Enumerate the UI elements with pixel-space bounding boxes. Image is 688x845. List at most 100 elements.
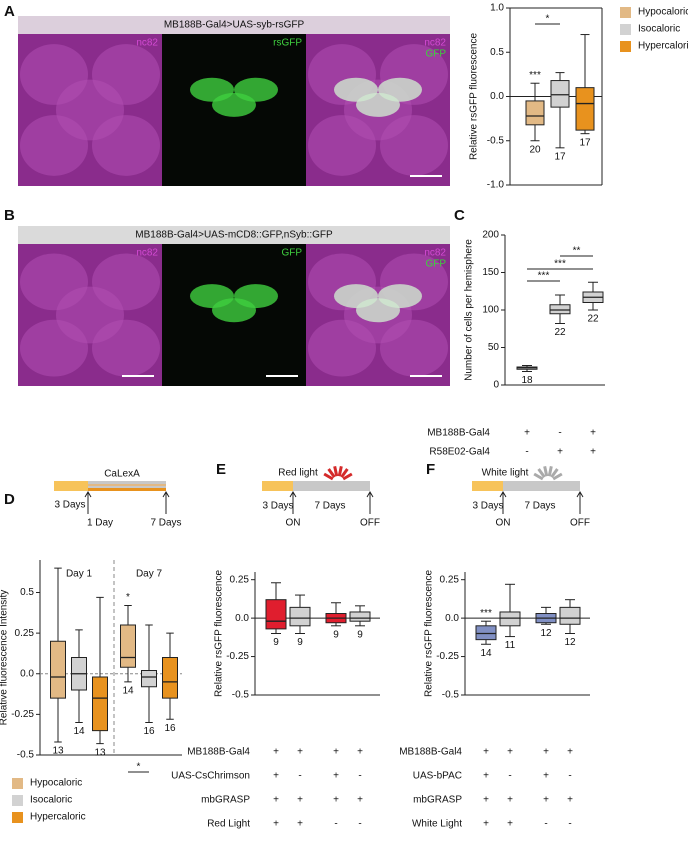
group-label: Day 7 [136,569,163,580]
genotype-label: Red Light [207,819,250,830]
genotype-sign: + [297,747,303,758]
n-label: 9 [297,637,303,648]
legend-label: Hypocaloric [638,7,688,18]
schematic-mark: 7 Days [150,518,181,529]
timeline-stripe [88,488,166,491]
genotype-label: White Light [412,819,462,830]
genotype-sign: + [483,819,489,830]
genotype-sign: + [357,795,363,806]
box [549,304,571,315]
genotype-sign: - [558,428,561,439]
timeline-pre [54,481,88,491]
genotype-sign: + [273,819,279,830]
legend-label: Hypercaloric [638,41,688,52]
genotype-sign: + [297,819,303,830]
y-tick-label: -0.25 [11,709,34,720]
n-label: 14 [73,726,85,737]
panel-letter: C [454,207,465,224]
banner-text: MB188B-Gal4>UAS-syb-rsGFP [164,20,305,31]
bracket-label: *** [554,259,566,270]
y-tick-label: -0.5 [442,690,460,701]
arrow-head [162,491,170,498]
n-label: 13 [52,746,64,757]
y-tick-label: 1.0 [490,3,504,14]
y-tick-label: 0.25 [230,574,250,585]
box [525,100,545,126]
box [265,599,287,630]
light-ray [340,468,349,479]
n-label: 14 [480,648,492,659]
schematic-mark: ON [496,518,511,529]
n-label: 9 [357,629,363,640]
light-ray [337,466,343,477]
bracket-label: ** [573,246,581,257]
timeline-pre [262,481,293,491]
y-tick-label: 0.0 [235,613,249,624]
y-axis-label: Relative rsGFP fluorescence [214,570,225,698]
group-label: Day 1 [66,569,93,580]
arrow-head [499,491,507,498]
genotype-sign: + [567,747,573,758]
banner-text: MB188B-Gal4>UAS-mCD8::GFP,nSyb::GFP [135,230,333,241]
light-ray [550,468,559,479]
y-tick-label: -0.5 [232,690,250,701]
timeline-main [503,481,580,491]
n-label: 11 [505,640,516,651]
light-ray [552,472,563,481]
panel-letter: B [4,207,15,224]
genotype-sign: + [543,747,549,758]
schematic-mark: OFF [570,518,590,529]
y-tick-label: 100 [482,305,499,316]
genotype-sign: + [333,747,339,758]
y-tick-label: 200 [482,230,499,241]
bracket-label: *** [538,271,550,282]
schematic-mark: 3 Days [472,501,503,512]
legend-swatch [620,24,631,35]
legend-swatch [12,795,23,806]
legend-swatch [12,778,23,789]
box [499,611,521,627]
n-label: 14 [122,686,134,697]
genotype-sign: + [273,795,279,806]
y-tick-label: 0.25 [15,628,35,639]
genotype-sign: + [590,428,596,439]
genotype-sign: - [544,819,547,830]
genotype-sign: - [334,819,337,830]
box [550,80,570,108]
genotype-sign: + [333,795,339,806]
light-ray [342,472,353,481]
genotype-sign: + [524,428,530,439]
channel-label: nc82 [136,248,158,259]
genotype-sign: + [507,819,513,830]
genotype-sign: + [543,795,549,806]
box [475,625,497,641]
arrow-head [366,491,374,498]
genotype-sign: + [590,447,596,458]
panel-letter: A [4,3,15,20]
n-label: 16 [143,726,155,737]
schematic-label: Red light [278,468,318,479]
genotype-label: mbGRASP [201,795,250,806]
y-tick-label: 0.0 [20,668,34,679]
timeline-stripe [88,484,166,486]
legend-label: Isocaloric [638,24,680,35]
panel-letter: E [216,461,226,478]
y-tick-label: -0.5 [487,135,505,146]
brain-lobe [56,286,124,344]
y-tick-label: 0.5 [20,587,34,598]
channel-label: nc82 [424,38,446,49]
n-label: 17 [579,137,591,148]
bracket-label: * [546,14,550,25]
light-ray [333,466,339,477]
genotype-label: R58E02-Gal4 [429,447,490,458]
genotype-sign: + [483,747,489,758]
genotype-sign: + [543,771,549,782]
y-tick-label: 0.25 [440,574,460,585]
significance: *** [529,70,541,81]
light-ray [543,466,549,477]
box [50,640,66,699]
y-tick-label: 0 [493,380,499,391]
neuron-signal [356,298,400,323]
genotype-sign: + [567,795,573,806]
